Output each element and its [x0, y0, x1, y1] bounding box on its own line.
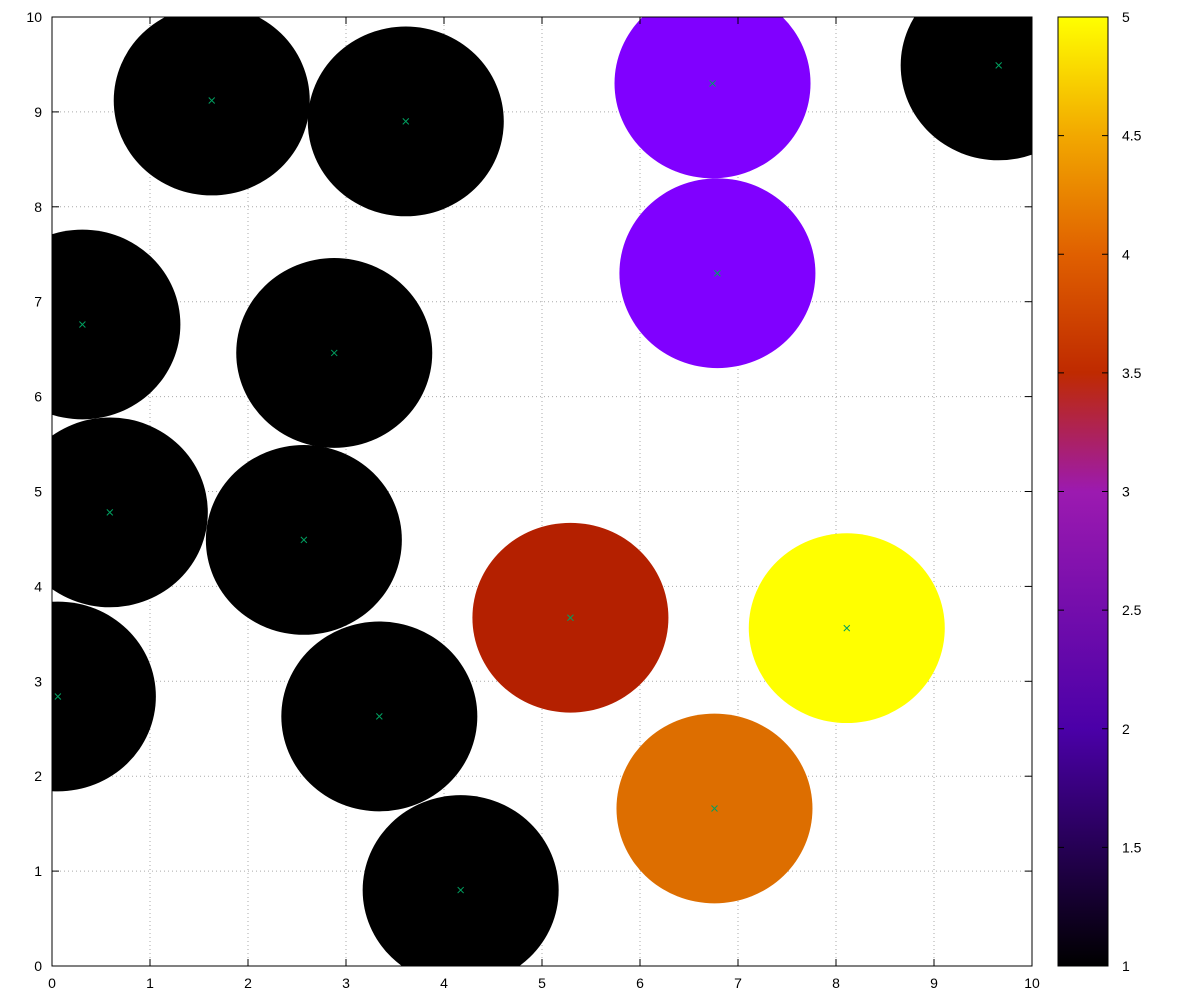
x-tick-label-3: 3 [342, 975, 350, 991]
colorbar-tick-label-8: 5 [1122, 9, 1130, 25]
y-tick-label-1: 1 [34, 863, 42, 879]
colorbar-tick-label-3: 2.5 [1122, 602, 1142, 618]
x-tick-label-1: 1 [146, 975, 154, 991]
colorbar-tick-label-6: 4 [1122, 246, 1130, 262]
y-tick-label-10: 10 [26, 9, 42, 25]
data-point-marker-9 [567, 614, 574, 622]
colorbar: 1 1.5 2 2.5 3 3.5 4 4.5 5 [1057, 9, 1142, 974]
x-tick-label-4: 4 [440, 975, 448, 991]
data-circle-5 [52, 229, 181, 420]
colorbar-tick-label-5: 3.5 [1122, 365, 1142, 381]
y-tick-label-2: 2 [34, 768, 42, 784]
data-point-marker-14 [457, 886, 465, 894]
data-point-marker-10 [843, 624, 851, 632]
colorbar-tick-label-4: 3 [1122, 484, 1130, 500]
data-point-marker-11 [54, 693, 62, 700]
data-circle-0 [113, 17, 310, 196]
data-circle-11 [52, 601, 156, 792]
x-tick-label-2: 2 [244, 975, 252, 991]
x-tick-label-0: 0 [48, 975, 56, 991]
data-circle-7 [52, 417, 208, 608]
data-point-marker-1 [402, 118, 410, 125]
y-tick-label-7: 7 [34, 294, 42, 310]
data-point-marker-5 [79, 321, 86, 328]
colorbar-tick-label-1: 1.5 [1122, 839, 1142, 855]
y-tick-label-3: 3 [34, 673, 42, 689]
data-point-marker-6 [330, 349, 338, 357]
data-circle-2 [614, 17, 811, 179]
data-point-marker-2 [709, 80, 716, 87]
data-point-marker-8 [300, 536, 308, 544]
circle-layer [52, 17, 1032, 966]
y-tick-label-9: 9 [34, 104, 42, 120]
data-circle-14 [362, 795, 559, 966]
data-point-marker-13 [711, 805, 718, 812]
colorbar-gradient [1057, 16, 1109, 967]
data-point-marker-0 [208, 97, 216, 104]
y-tick-label-0: 0 [34, 958, 42, 974]
marker-layer [54, 62, 1003, 894]
tick-layer: 0 1 2 3 4 5 6 7 8 9 10 0 1 2 3 4 5 6 7 8 9 10 [26, 9, 1040, 991]
x-tick-label-9: 9 [930, 975, 938, 991]
x-tick-label-5: 5 [538, 975, 546, 991]
data-point-marker-4 [714, 269, 721, 277]
data-point-marker-12 [375, 713, 383, 720]
data-point-marker-3 [995, 62, 1003, 69]
x-tick-label-7: 7 [734, 975, 742, 991]
x-tick-label-6: 6 [636, 975, 644, 991]
colorbar-tick-label-2: 2 [1122, 721, 1130, 737]
colorbar-tick-label-7: 4.5 [1122, 128, 1142, 144]
data-circle-3 [900, 17, 1032, 161]
y-tick-label-6: 6 [34, 389, 42, 405]
y-tick-label-8: 8 [34, 199, 42, 215]
x-tick-label-8: 8 [832, 975, 840, 991]
data-point-marker-7 [106, 509, 114, 516]
y-tick-label-5: 5 [34, 484, 42, 500]
y-tick-label-4: 4 [34, 578, 42, 594]
x-tick-label-10: 10 [1024, 975, 1040, 991]
colorbar-tick-label-0: 1 [1122, 958, 1130, 974]
